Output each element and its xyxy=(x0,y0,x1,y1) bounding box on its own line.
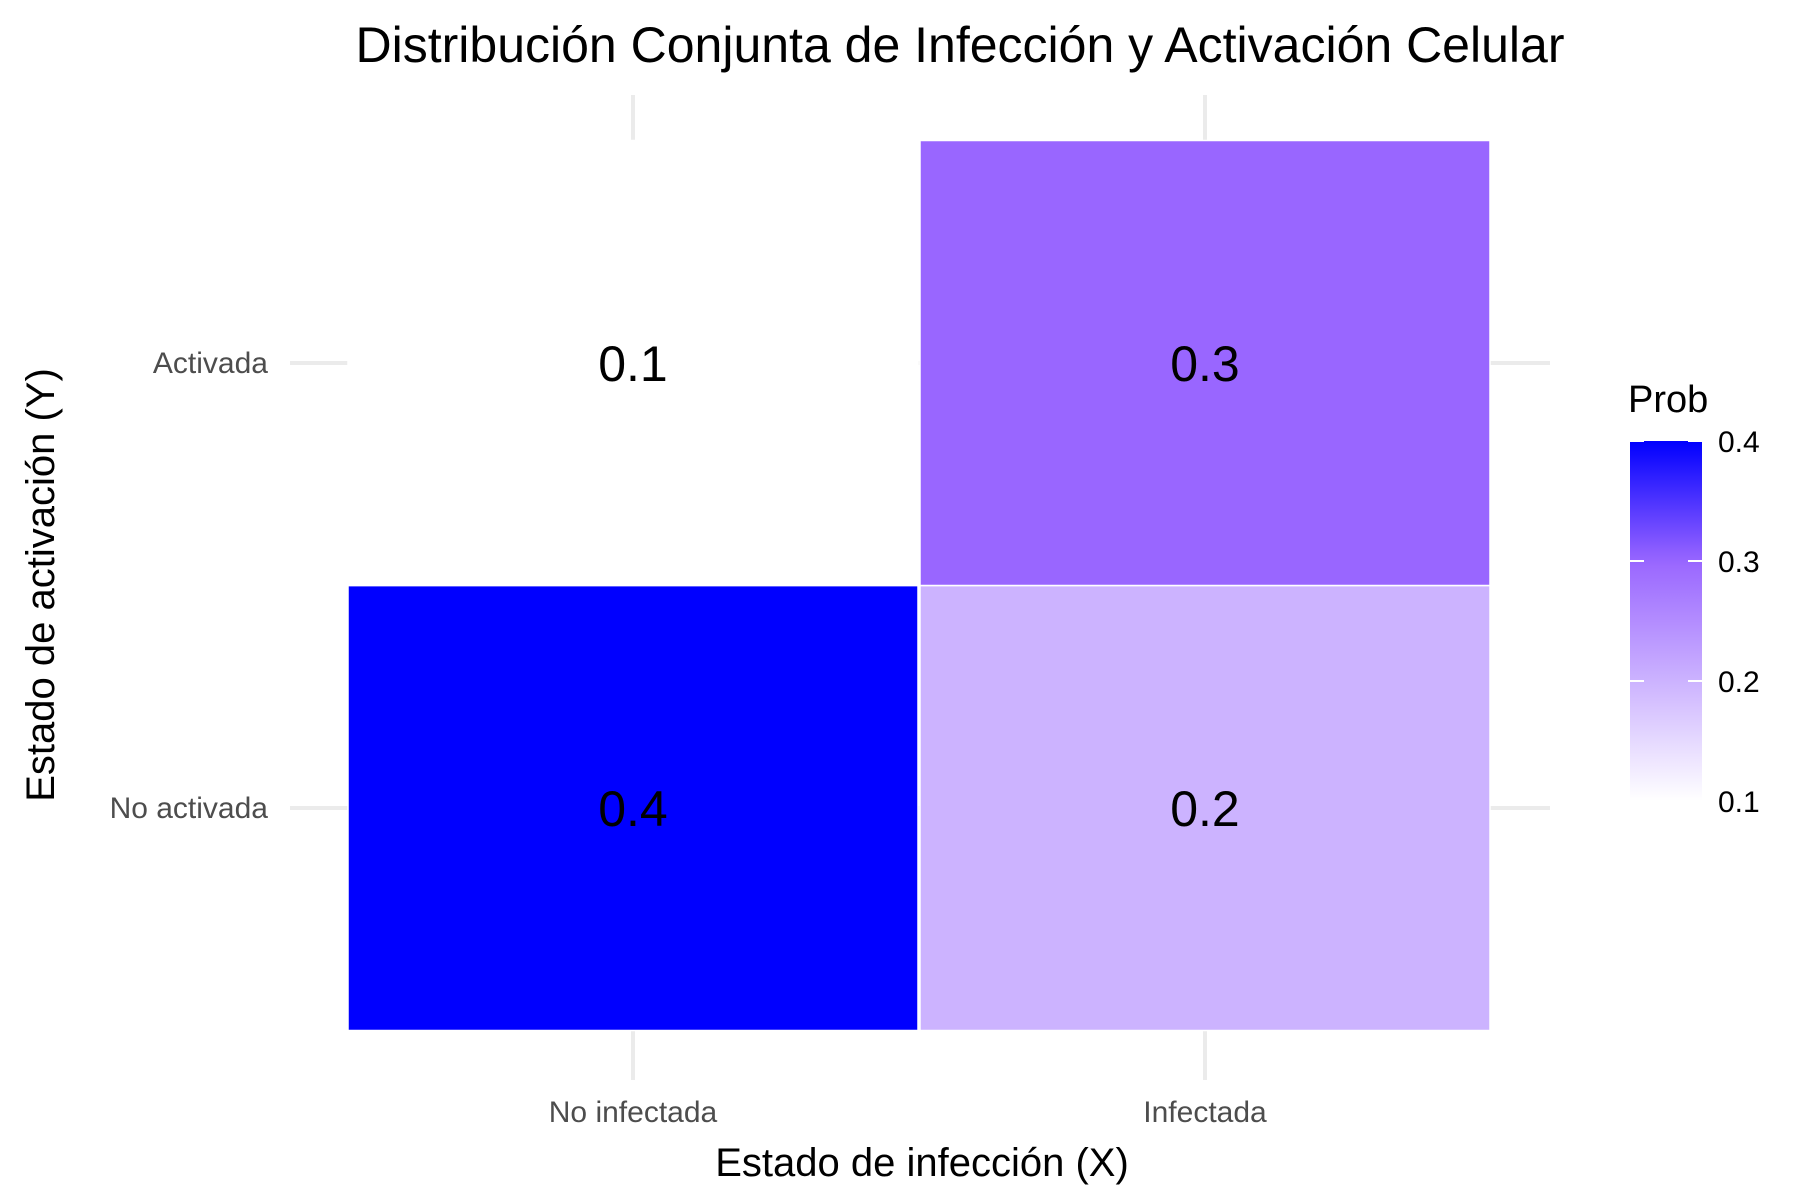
legend-color-bar xyxy=(1630,441,1702,801)
x-tick-label: Infectada xyxy=(1143,1096,1267,1129)
cell-value-label: 0.1 xyxy=(598,336,668,392)
legend-tick-label: 0.4 xyxy=(1718,426,1760,459)
chart-title: Distribución Conjunta de Infección y Act… xyxy=(356,17,1565,73)
heatmap-cell xyxy=(347,584,919,1032)
cell-value-label: 0.3 xyxy=(1170,336,1240,392)
heatmap-cell xyxy=(347,139,919,587)
legend-tick-label: 0.2 xyxy=(1718,666,1760,699)
legend-title: Prob xyxy=(1628,379,1708,421)
y-tick-label: No activada xyxy=(110,792,269,825)
x-axis-title: Estado de infección (X) xyxy=(715,1141,1129,1185)
cell-value-label: 0.4 xyxy=(598,781,668,837)
y-axis-tick-labels: No activada Activada xyxy=(110,347,269,825)
x-tick-label: No infectada xyxy=(549,1096,718,1129)
heatmap-cell xyxy=(919,139,1491,587)
x-axis-tick-labels: No infectada Infectada xyxy=(549,1096,1267,1129)
heatmap-cell xyxy=(919,584,1491,1032)
heatmap-cells xyxy=(347,139,1491,1032)
legend-ticks: 0.1 0.2 0.3 0.4 xyxy=(1630,426,1760,819)
color-legend: Prob 0.1 0.2 0.3 0.4 xyxy=(1628,379,1760,819)
cell-value-labels: 0.4 0.1 0.2 0.3 xyxy=(598,336,1240,837)
legend-tick-label: 0.1 xyxy=(1718,786,1760,819)
y-tick-label: Activada xyxy=(153,347,268,380)
cell-value-label: 0.2 xyxy=(1170,781,1240,837)
y-axis-title: Estado de activación (Y) xyxy=(19,368,63,802)
legend-tick-label: 0.3 xyxy=(1718,546,1760,579)
